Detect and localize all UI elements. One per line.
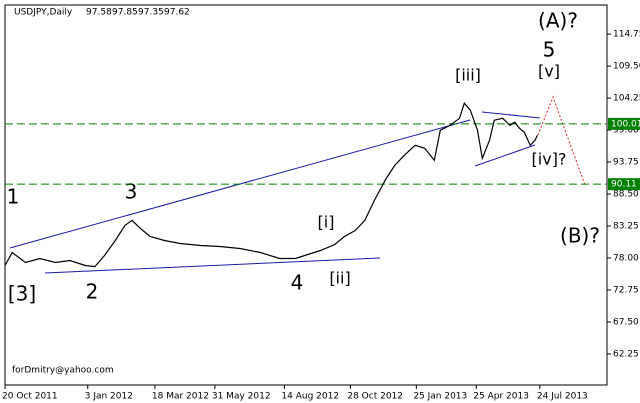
- wave-label: (A)?: [538, 9, 578, 33]
- y-tick-label: 72.75: [613, 285, 639, 295]
- y-tick-label: 88.50: [613, 189, 639, 199]
- wave-label: [i]: [318, 213, 335, 232]
- wave-label: 1: [7, 185, 20, 209]
- y-tick-label: 62.25: [613, 349, 639, 359]
- y-tick-label: 114.75: [613, 30, 640, 40]
- x-tick-label: 24 Jul 2013: [537, 392, 588, 402]
- level-label-box: [608, 178, 640, 191]
- price-line: [4, 101, 538, 268]
- wave-label: 4: [291, 271, 304, 295]
- open: 97.58: [86, 8, 112, 18]
- y-tick-label: 109.50: [613, 62, 640, 72]
- wave-label: (B)?: [560, 224, 600, 248]
- x-tick-label: 3 Jan 2012: [85, 392, 133, 402]
- y-tick-label: 83.25: [613, 221, 639, 231]
- level-label: 100.01: [611, 119, 640, 129]
- high: 97.85: [112, 8, 138, 18]
- wave-label: 2: [86, 280, 99, 304]
- level-label-box: [608, 117, 640, 130]
- x-tick-label: 28 Oct 2012: [347, 392, 403, 402]
- y-tick-label: 67.50: [613, 317, 639, 327]
- close: 97.62: [164, 8, 190, 18]
- wave-label: [v]: [538, 62, 560, 81]
- wave-label: [iv]?: [532, 150, 567, 169]
- trend-line: [474, 144, 536, 167]
- wave-label: [3]: [8, 282, 36, 306]
- wave-label: 5: [543, 38, 556, 62]
- watermark: forDmitry@yahoo.com: [12, 366, 114, 376]
- level-label: 90.11: [611, 180, 637, 190]
- x-tick-label: 18 Mar 2012: [152, 392, 209, 402]
- y-tick-label: 99.00: [613, 126, 639, 136]
- x-tick-label: 25 Apr 2013: [473, 392, 529, 402]
- wave-label: [iii]: [455, 66, 481, 85]
- plot-frame: [4, 4, 608, 386]
- low: 97.35: [138, 8, 164, 18]
- y-tick-label: 78.00: [613, 253, 639, 263]
- x-tick-label: 14 Aug 2012: [281, 392, 339, 402]
- y-tick-label: 93.75: [613, 158, 639, 168]
- wave-label: 3: [125, 180, 138, 204]
- y-tick-label: 104.25: [613, 94, 640, 104]
- annotations: (A)? 5 [v] [iii] [iv]? (B)? [i] [ii] 4 3…: [7, 9, 600, 306]
- trend-line: [481, 111, 541, 119]
- x-tick-label: 25 Jan 2013: [413, 392, 467, 402]
- x-tick-label: 31 May 2012: [212, 392, 271, 402]
- wave-label: [ii]: [329, 269, 350, 288]
- x-tick-label: 20 Oct 2011: [2, 392, 58, 402]
- forecast-path: [537, 95, 586, 186]
- trend-line: [44, 257, 381, 274]
- symbol: USDJPY,Daily: [14, 8, 73, 18]
